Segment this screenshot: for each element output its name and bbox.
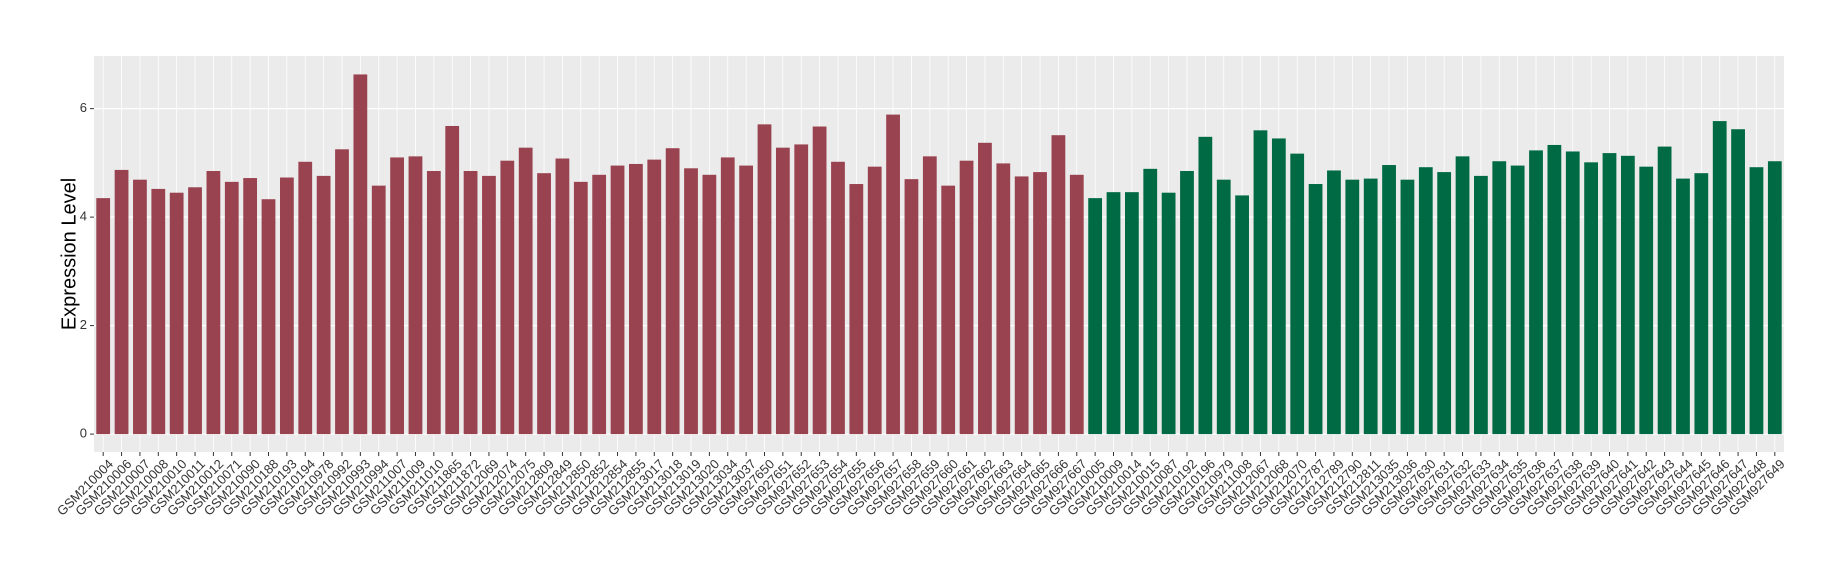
bar [739, 165, 754, 435]
bar [959, 160, 974, 435]
bar [426, 171, 441, 435]
bar [169, 192, 184, 435]
bar [941, 185, 956, 435]
bar [1271, 138, 1286, 435]
bar [390, 157, 404, 435]
bar [1712, 121, 1727, 435]
bar [1474, 175, 1488, 435]
bar [610, 165, 625, 435]
bar [794, 144, 809, 435]
bar [243, 178, 258, 435]
bar [1124, 192, 1139, 435]
bar [1382, 165, 1396, 435]
bar [1235, 195, 1249, 435]
bar [702, 174, 717, 435]
bar [408, 156, 423, 435]
bar [1069, 174, 1084, 435]
bar [1290, 153, 1305, 435]
bar [757, 124, 772, 435]
bar [1033, 172, 1047, 435]
bar [537, 173, 551, 435]
bar [206, 171, 221, 435]
bar [1620, 155, 1635, 435]
bar [720, 157, 735, 435]
bar [555, 158, 570, 435]
bar [335, 149, 349, 435]
bar [298, 161, 313, 435]
bar [775, 147, 790, 435]
bar [849, 184, 864, 435]
bar [1088, 198, 1103, 435]
bar [1657, 146, 1672, 435]
y-tick-label: 6 [80, 100, 87, 115]
y-tick-label: 2 [80, 317, 87, 332]
bar [996, 163, 1011, 435]
bar [133, 179, 147, 435]
bar [1198, 136, 1213, 435]
bar [279, 177, 294, 435]
bar [1400, 179, 1415, 435]
bar [518, 147, 533, 435]
bar [665, 148, 680, 435]
bar [1418, 167, 1433, 435]
y-tick-label: 0 [80, 426, 87, 441]
bar [886, 114, 900, 435]
bar [1308, 184, 1323, 435]
bar [1639, 166, 1654, 435]
bar [371, 185, 386, 435]
bar [353, 74, 368, 435]
bar [812, 126, 827, 435]
bar [831, 161, 845, 435]
bar [1767, 161, 1782, 435]
bar [1547, 144, 1562, 435]
bar [592, 174, 607, 435]
bar [1051, 135, 1066, 435]
bar [1106, 192, 1121, 435]
bar [1345, 179, 1360, 435]
bar [867, 166, 882, 435]
bar [445, 125, 460, 435]
bar [573, 181, 588, 435]
bar [114, 169, 129, 435]
bar [500, 160, 515, 435]
bar [1180, 171, 1194, 435]
bar [1143, 168, 1158, 435]
bar [463, 171, 478, 435]
bar [224, 181, 239, 435]
bar [316, 175, 331, 435]
bar [1014, 176, 1029, 435]
bar [1161, 192, 1176, 435]
bar [629, 163, 643, 435]
bar [684, 168, 698, 435]
bar [1327, 170, 1341, 435]
bar [261, 199, 276, 435]
bar [1676, 178, 1690, 435]
bar [1253, 130, 1268, 435]
bar [1749, 167, 1764, 435]
bar [904, 179, 919, 435]
bar [1510, 165, 1525, 435]
bar [1584, 162, 1599, 435]
bar [978, 142, 992, 435]
bar [1529, 150, 1543, 435]
bar [1731, 129, 1745, 435]
bar [482, 175, 496, 435]
bar [96, 198, 111, 435]
bar [1363, 178, 1378, 435]
bar [1694, 173, 1709, 435]
y-tick-label: 4 [80, 209, 87, 224]
bar [1602, 153, 1617, 435]
y-axis-title: Expression Level [58, 178, 80, 330]
bar [151, 188, 166, 435]
bar [1455, 156, 1470, 435]
bar [647, 159, 662, 435]
bar [188, 187, 202, 435]
bar [1492, 161, 1507, 435]
bar [1565, 151, 1580, 435]
bar [1216, 179, 1231, 435]
bar [922, 156, 937, 435]
bar [1437, 172, 1452, 435]
